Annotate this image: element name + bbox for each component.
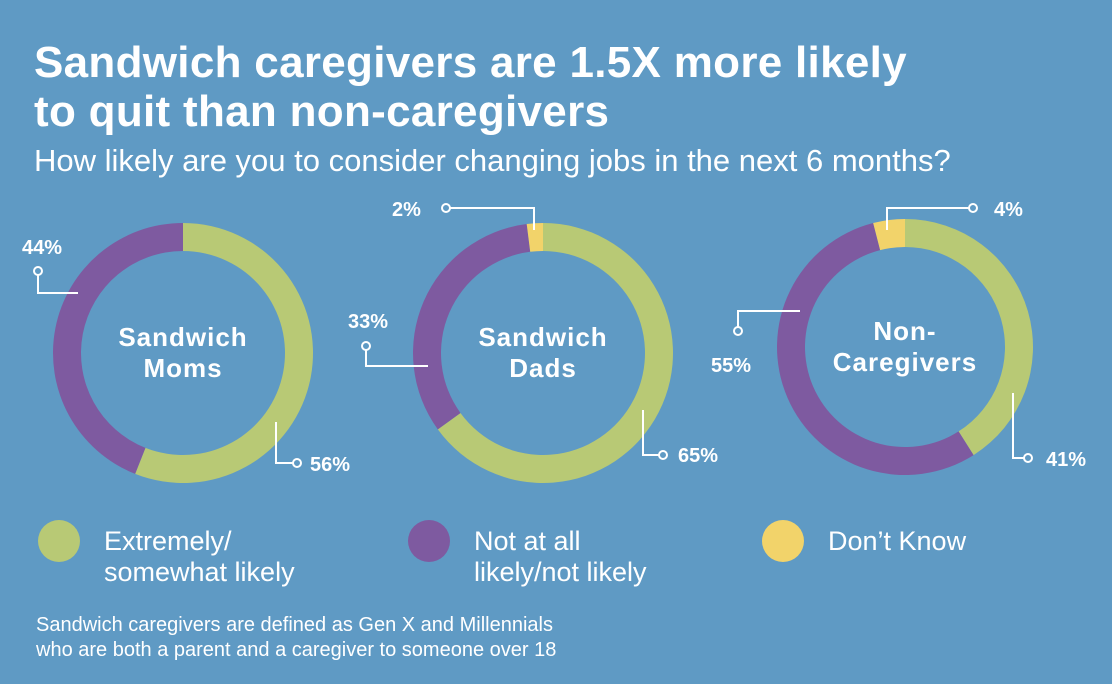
legend-line: Not at all	[474, 526, 581, 556]
chart-title: Sandwich caregivers are 1.5X more likely…	[34, 38, 1094, 136]
title-line-2: to quit than non-caregivers	[34, 87, 610, 136]
leader-non-likely	[1012, 393, 1024, 459]
donut-center-label: Caregivers	[833, 347, 977, 377]
slice-non-likely	[905, 219, 1034, 456]
data-label-non-likely: 41%	[1046, 449, 1086, 471]
leader-moms-not-likely	[37, 275, 78, 294]
donut-center-label: Sandwich	[118, 322, 247, 352]
data-label-non-not-likely: 55%	[711, 355, 751, 377]
donut-center-label: Dads	[509, 353, 577, 383]
leader-dot	[361, 341, 371, 351]
legend-swatch-not-likely	[408, 520, 450, 562]
legend-label-dont-know: Don’t Know	[828, 526, 967, 556]
legend-line: likely/not likely	[474, 557, 647, 587]
slice-moms-not-likely	[52, 223, 183, 474]
data-label-moms-not-likely: 44%	[22, 237, 62, 259]
slice-non-not-likely	[776, 223, 974, 476]
leader-dot	[1023, 453, 1033, 463]
leader-non-not-likely	[737, 310, 800, 327]
slice-moms-likely	[135, 223, 313, 483]
data-label-dads-not-likely: 33%	[348, 311, 388, 333]
legend-swatch-dont-know	[762, 520, 804, 562]
legend-label-likely: Extremely/ somewhat likely	[104, 526, 295, 588]
legend-swatch-likely	[38, 520, 80, 562]
leader-moms-likely	[275, 422, 293, 464]
leader-dot	[733, 326, 743, 336]
leader-dot	[658, 450, 668, 460]
leader-dads-dont-know	[450, 207, 535, 230]
data-label-dads-dont-know: 2%	[392, 199, 421, 221]
donut-sandwich-moms: Sandwich Moms 44% 56%	[22, 223, 350, 483]
donut-non-caregivers: Non- Caregivers 4% 55% 41%	[711, 199, 1086, 476]
leader-dads-likely	[642, 410, 659, 456]
title-line-1: Sandwich caregivers are 1.5X more likely	[34, 38, 907, 87]
footnote-line-2: who are both a parent and a caregiver to…	[36, 639, 557, 661]
leader-dot	[292, 458, 302, 468]
data-label-non-dont-know: 4%	[994, 199, 1023, 221]
donut-center-label: Sandwich	[478, 322, 607, 352]
chart-subtitle: How likely are you to consider changing …	[34, 143, 951, 178]
leader-dot	[968, 203, 978, 213]
leader-dot	[441, 203, 451, 213]
leader-dot	[33, 266, 43, 276]
donut-sandwich-dads: Sandwich Dads 2% 33% 65%	[348, 199, 718, 483]
footnote: Sandwich caregivers are defined as Gen X…	[36, 613, 736, 663]
legend-line: somewhat likely	[104, 557, 295, 587]
legend-line: Extremely/	[104, 526, 232, 556]
footnote-line-1: Sandwich caregivers are defined as Gen X…	[36, 614, 553, 636]
data-label-moms-likely: 56%	[310, 454, 350, 476]
slice-dads-not-likely	[413, 224, 531, 430]
legend-label-not-likely: Not at all likely/not likely	[474, 526, 647, 588]
donut-center-label: Non-	[873, 316, 936, 346]
slice-non-dont-know	[873, 219, 905, 251]
data-label-dads-likely: 65%	[678, 445, 718, 467]
leader-dads-not-likely	[365, 350, 428, 367]
donut-center-label: Moms	[143, 353, 222, 383]
slice-dads-dont-know	[526, 223, 543, 252]
leader-non-dont-know	[886, 207, 969, 230]
